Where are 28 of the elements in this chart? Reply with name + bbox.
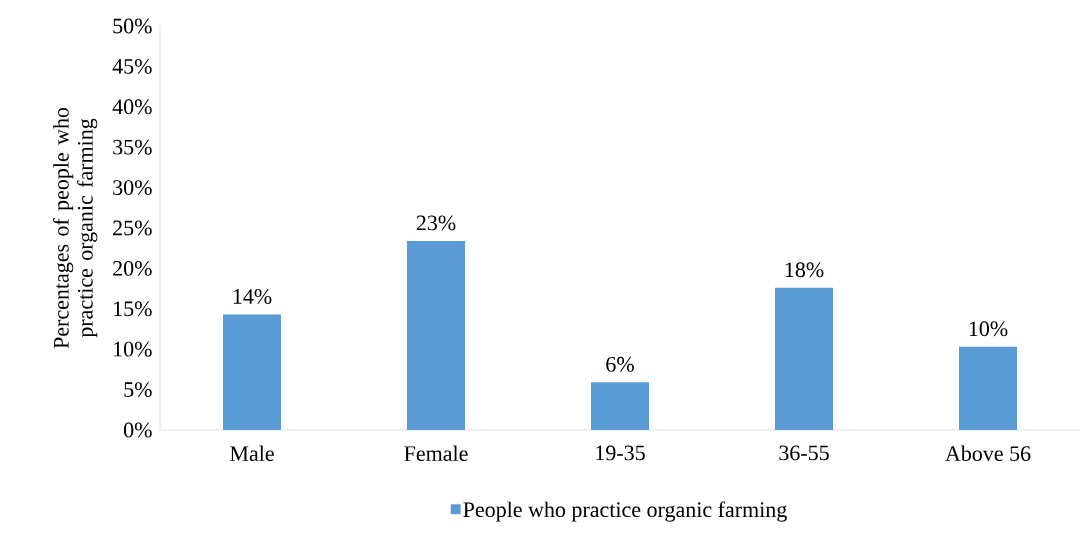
x-tick-label: 36-55 bbox=[779, 445, 829, 461]
data-label: 14% bbox=[233, 289, 272, 304]
y-tick-label: 35% bbox=[113, 139, 152, 155]
y-axis-title: Percentages of people who practice organic farming bbox=[53, 107, 98, 349]
x-tick-label: Above 56 bbox=[945, 445, 1031, 462]
y-tick-label: 0% bbox=[123, 422, 152, 438]
y-tick-label: 45% bbox=[112, 58, 152, 74]
y-tick-label: 25% bbox=[113, 220, 152, 236]
y-tick-label: 40% bbox=[112, 99, 152, 115]
bar bbox=[407, 240, 466, 430]
legend-label: People who practice organic farming bbox=[463, 501, 787, 522]
x-tick-label: Male bbox=[230, 445, 274, 462]
bar bbox=[591, 382, 650, 430]
data-label: 10% bbox=[969, 321, 1008, 337]
data-label: 18% bbox=[785, 262, 824, 278]
y-tick-label: 50% bbox=[113, 18, 152, 34]
bar bbox=[959, 346, 1018, 430]
x-tick-label: Female bbox=[404, 445, 468, 462]
y-tick-label: 15% bbox=[114, 301, 152, 317]
data-label: 6% bbox=[606, 356, 634, 372]
y-tick-label: 20% bbox=[113, 260, 152, 276]
x-tick-label: 19-35 bbox=[596, 445, 645, 461]
y-tick-label: 5% bbox=[124, 382, 152, 398]
y-tick-label: 30% bbox=[113, 180, 152, 196]
bar bbox=[223, 314, 282, 430]
y-tick-label: 10% bbox=[114, 341, 152, 357]
bar bbox=[775, 287, 834, 430]
data-label: 23% bbox=[416, 215, 456, 231]
